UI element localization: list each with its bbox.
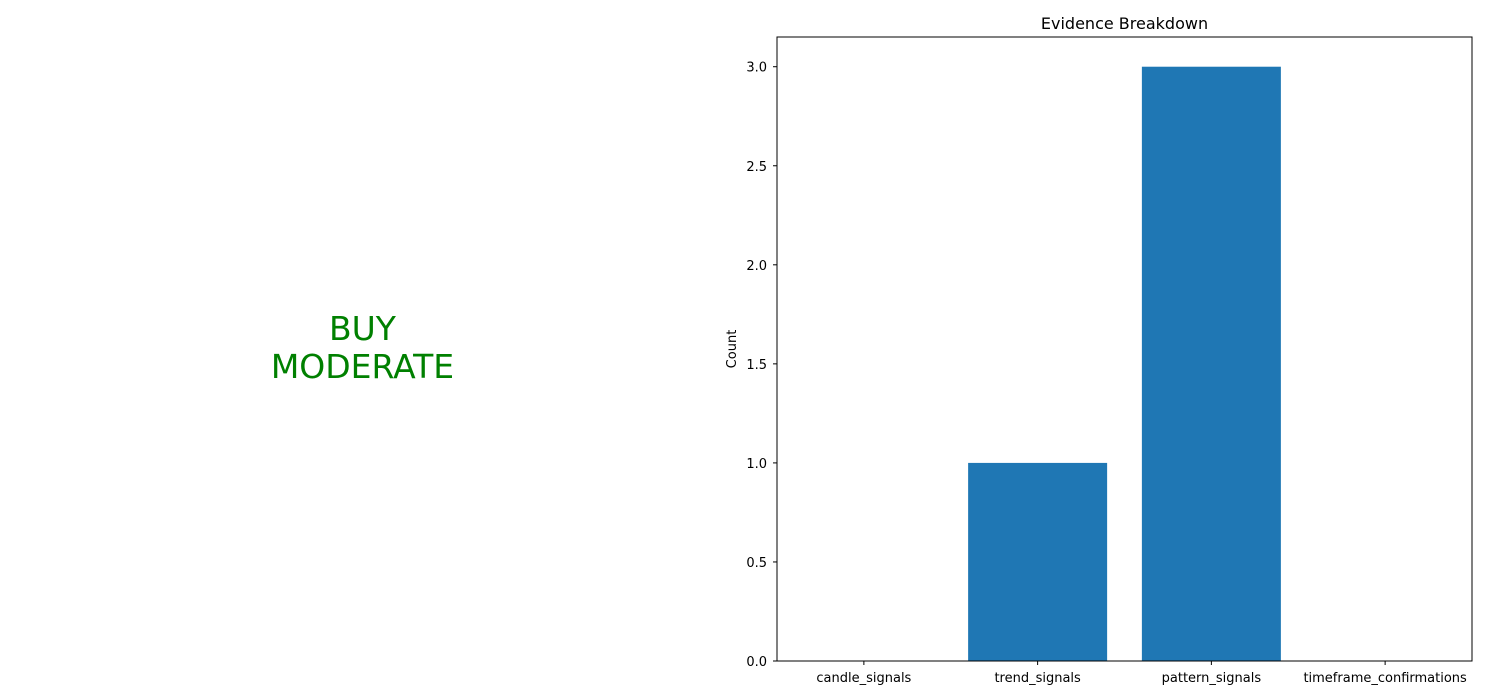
- y-tick-label: 2.0: [746, 259, 767, 274]
- y-tick-label: 1.5: [746, 358, 767, 373]
- bars-group: [968, 66, 1281, 661]
- signal-strength: MODERATE: [270, 347, 455, 386]
- bar-trend-signals: [968, 462, 1108, 661]
- x-axis: candle_signals trend_signals pattern_signa…: [816, 661, 1467, 686]
- plot-frame: [776, 36, 1473, 662]
- y-tick-label: 0.5: [746, 556, 767, 571]
- x-tick-label: pattern_signals: [1162, 671, 1262, 686]
- y-tick-label: 3.0: [746, 61, 767, 76]
- signal-panel: BUY MODERATE: [0, 0, 725, 700]
- chart-title: Evidence Breakdown: [1041, 14, 1208, 33]
- y-axis: 0.0 0.5 1.0 1.5 2.0 2.5 3.0: [746, 61, 777, 670]
- signal-action: BUY: [329, 309, 396, 348]
- x-tick-label: timeframe_confirmations: [1303, 671, 1467, 686]
- y-tick-label: 0.0: [746, 655, 767, 670]
- x-tick-label: trend_signals: [994, 671, 1081, 686]
- y-axis-label: Count: [725, 330, 740, 369]
- bar-pattern-signals: [1141, 66, 1281, 661]
- x-tick-label: candle_signals: [816, 671, 911, 686]
- y-tick-label: 2.5: [746, 160, 767, 175]
- y-tick-label: 1.0: [746, 457, 767, 472]
